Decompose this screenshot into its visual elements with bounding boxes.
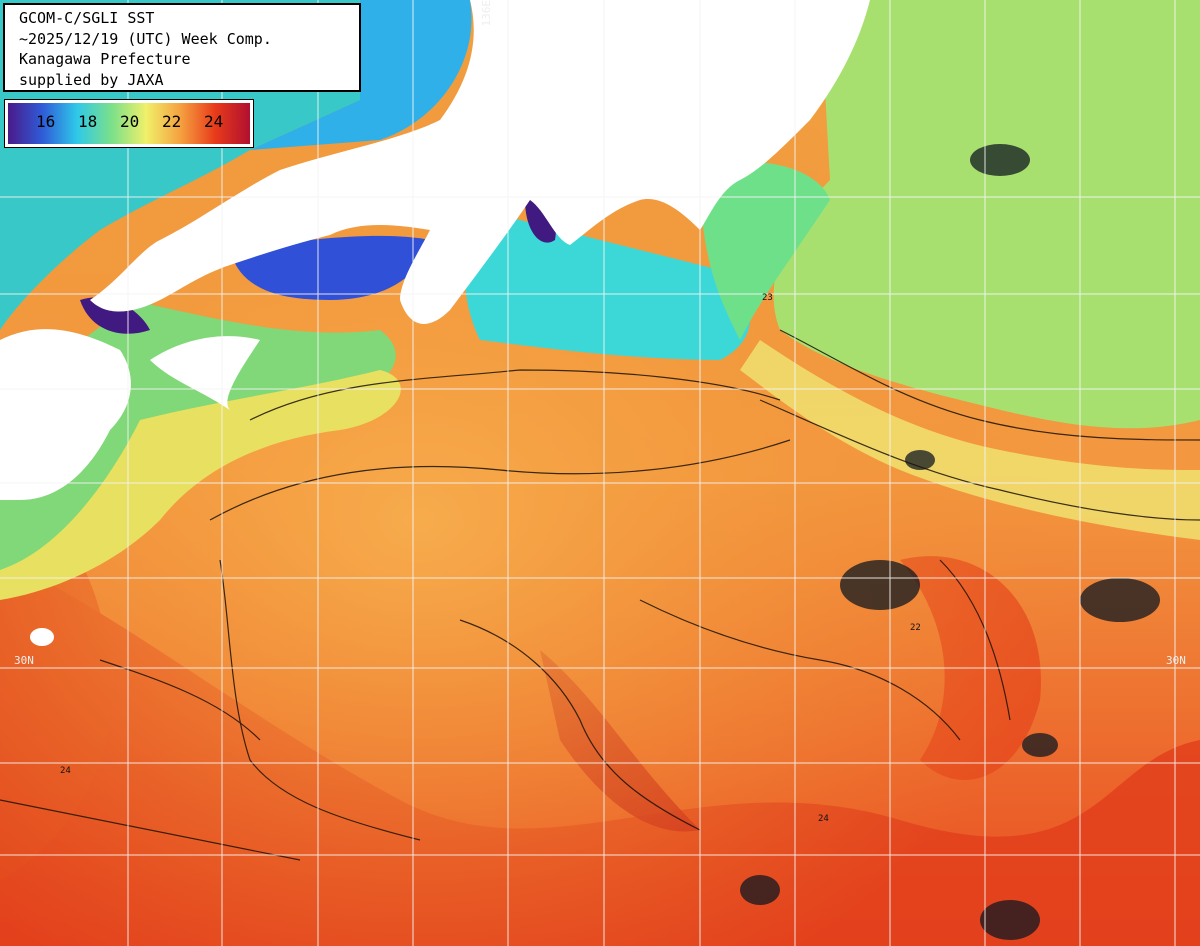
legend-tick: 18	[78, 112, 98, 131]
yellow-front	[740, 340, 1200, 540]
island	[30, 628, 54, 646]
coastal-teal	[465, 210, 750, 360]
lon-label-136e: 136E	[480, 0, 493, 27]
legend-color-bar	[8, 103, 250, 144]
contour-lines	[0, 329, 1200, 861]
contour-label: 24	[818, 814, 829, 824]
contour-label: 24	[60, 766, 71, 776]
land-kyushu	[0, 329, 131, 500]
title-line-2: ~2025/12/19 (UTC) Week Comp.	[19, 29, 272, 48]
title-line-3: Kanagawa Prefecture	[19, 50, 191, 68]
cloud-patches	[740, 144, 1160, 940]
land-honshu	[90, 0, 870, 324]
legend-tick: 22	[162, 112, 182, 131]
title-box: GCOM-C/SGLI SST ~2025/12/19 (UTC) Week C…	[3, 3, 361, 92]
contour-label: 22	[910, 623, 921, 633]
legend-gradient	[8, 103, 250, 144]
lat-label-right: 30N	[1166, 654, 1186, 667]
contour-label: 23	[762, 293, 773, 303]
color-legend: 16 18 20 22 24	[4, 99, 254, 148]
cool-water-north	[773, 0, 1200, 429]
legend-tick: 24	[204, 112, 224, 131]
legend-tick: 16	[36, 112, 56, 131]
bay-purple	[80, 297, 150, 334]
legend-tick: 20	[120, 112, 140, 131]
title-line-4: supplied by JAXA	[19, 70, 164, 89]
yellow-coastal-west	[0, 370, 401, 600]
inland-sea	[230, 235, 430, 300]
title-line-1: GCOM-C/SGLI SST	[19, 9, 155, 27]
lat-label-left: 30N	[14, 654, 34, 667]
coastal-green	[700, 161, 830, 340]
land-shikoku	[150, 336, 260, 410]
